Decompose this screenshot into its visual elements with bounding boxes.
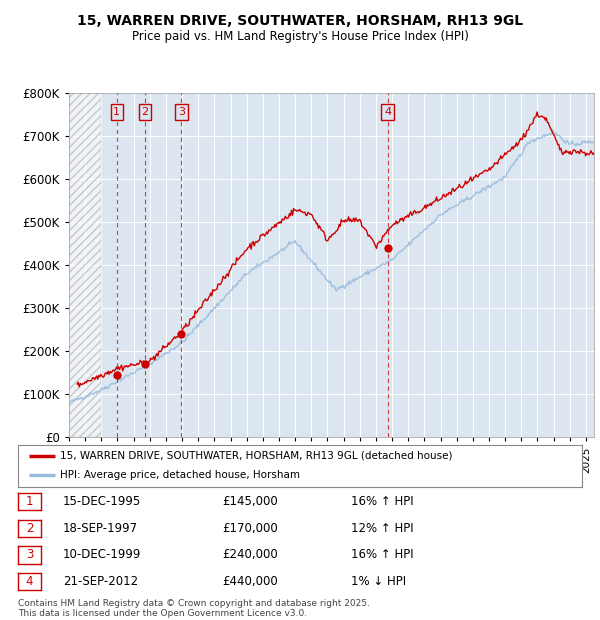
Text: 1: 1 bbox=[26, 495, 33, 508]
Text: 15, WARREN DRIVE, SOUTHWATER, HORSHAM, RH13 9GL (detached house): 15, WARREN DRIVE, SOUTHWATER, HORSHAM, R… bbox=[60, 451, 453, 461]
Text: 2: 2 bbox=[26, 522, 33, 534]
Text: 15-DEC-1995: 15-DEC-1995 bbox=[63, 495, 141, 508]
Text: 2: 2 bbox=[142, 107, 149, 117]
Text: £170,000: £170,000 bbox=[222, 522, 278, 534]
Text: 1: 1 bbox=[113, 107, 121, 117]
Text: 4: 4 bbox=[384, 107, 391, 117]
Text: Contains HM Land Registry data © Crown copyright and database right 2025.
This d: Contains HM Land Registry data © Crown c… bbox=[18, 599, 370, 618]
Text: 3: 3 bbox=[178, 107, 185, 117]
Text: 1% ↓ HPI: 1% ↓ HPI bbox=[351, 575, 406, 588]
Text: £440,000: £440,000 bbox=[222, 575, 278, 588]
Text: 15, WARREN DRIVE, SOUTHWATER, HORSHAM, RH13 9GL: 15, WARREN DRIVE, SOUTHWATER, HORSHAM, R… bbox=[77, 14, 523, 28]
Text: 12% ↑ HPI: 12% ↑ HPI bbox=[351, 522, 413, 534]
Text: 4: 4 bbox=[26, 575, 33, 588]
Text: £240,000: £240,000 bbox=[222, 549, 278, 561]
Text: 16% ↑ HPI: 16% ↑ HPI bbox=[351, 549, 413, 561]
Text: £145,000: £145,000 bbox=[222, 495, 278, 508]
Text: HPI: Average price, detached house, Horsham: HPI: Average price, detached house, Hors… bbox=[60, 471, 301, 480]
Text: 18-SEP-1997: 18-SEP-1997 bbox=[63, 522, 138, 534]
Text: 3: 3 bbox=[26, 549, 33, 561]
Bar bbox=[69, 93, 101, 437]
Text: 10-DEC-1999: 10-DEC-1999 bbox=[63, 549, 142, 561]
Text: 16% ↑ HPI: 16% ↑ HPI bbox=[351, 495, 413, 508]
Text: 21-SEP-2012: 21-SEP-2012 bbox=[63, 575, 138, 588]
Text: Price paid vs. HM Land Registry's House Price Index (HPI): Price paid vs. HM Land Registry's House … bbox=[131, 30, 469, 43]
